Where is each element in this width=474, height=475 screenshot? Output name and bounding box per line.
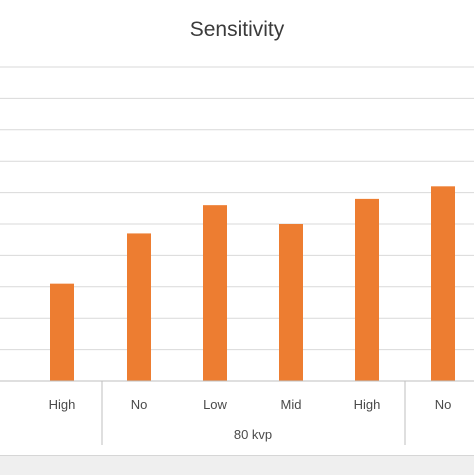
bar [50,283,74,381]
category-tick-label: Mid [281,397,302,412]
chart-title: Sensitivity [189,18,285,41]
bar [127,233,151,381]
bar [431,186,455,381]
category-tick-label: No [131,397,148,412]
bar [203,205,227,381]
bars [50,186,455,381]
category-ticks: High No Low Mid High No [49,397,452,412]
category-tick-label: Low [203,397,227,412]
group-label: 80 kvp [234,427,272,442]
group-separators [101,381,406,445]
category-tick-label: High [354,397,381,412]
bar [355,198,379,381]
bar [279,224,303,381]
bar-chart: High No Low Mid High No 80 kvp [0,66,474,445]
category-tick-label: No [435,397,452,412]
bottom-strip [0,455,474,475]
category-tick-label: High [49,397,76,412]
grid-lines [0,66,474,351]
